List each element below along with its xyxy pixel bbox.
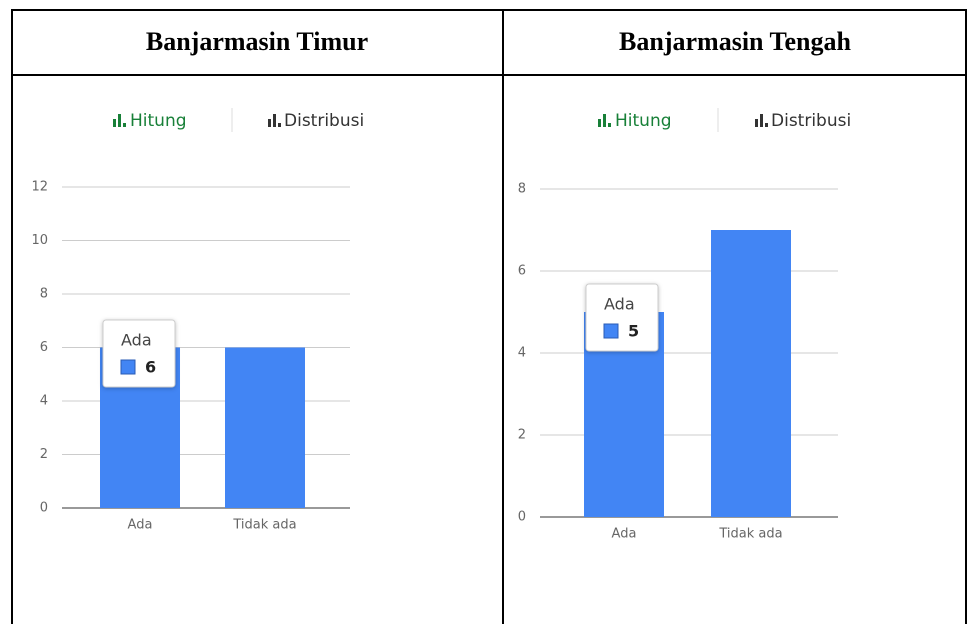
y-tick-label: 0 xyxy=(40,501,48,516)
tab-icon xyxy=(268,119,271,127)
x-tick-label: Tidak ada xyxy=(232,518,296,533)
tab-icon xyxy=(123,123,126,127)
tooltip-label: Ada xyxy=(604,295,635,314)
y-tick-label: 2 xyxy=(518,428,526,443)
tooltip-value: 5 xyxy=(628,322,639,341)
tooltip-swatch xyxy=(603,323,619,339)
table-border xyxy=(11,9,967,624)
x-tick-label: Ada xyxy=(128,518,153,533)
y-tick-label: 12 xyxy=(31,180,48,195)
tab-icon xyxy=(760,114,763,127)
y-tick-label: 2 xyxy=(40,447,48,462)
tab-icon xyxy=(755,119,758,127)
y-tick-label: 4 xyxy=(40,394,48,409)
x-tick-label: Tidak ada xyxy=(718,527,782,542)
tab-icon xyxy=(278,123,281,127)
tab-icon xyxy=(273,114,276,127)
y-tick-label: 6 xyxy=(518,264,526,279)
y-tick-label: 0 xyxy=(518,510,526,525)
bar xyxy=(711,230,791,517)
tab-icon xyxy=(598,119,601,127)
tab-icon xyxy=(603,114,606,127)
tab-icon xyxy=(608,123,611,127)
y-tick-label: 8 xyxy=(40,287,48,302)
tab: Distribusi xyxy=(771,111,851,131)
tab-icon xyxy=(765,123,768,127)
tab-icon xyxy=(113,119,116,127)
y-tick-label: 4 xyxy=(518,346,526,361)
y-tick-label: 8 xyxy=(518,182,526,197)
tab: Hitung xyxy=(615,111,672,131)
bar xyxy=(225,347,305,508)
y-tick-label: 10 xyxy=(31,233,48,248)
tooltip-label: Ada xyxy=(121,331,152,350)
tooltip-value: 6 xyxy=(145,358,156,377)
x-tick-label: Ada xyxy=(612,527,637,542)
tooltip-swatch xyxy=(120,359,136,375)
tab-icon xyxy=(118,114,121,127)
header: Banjarmasin Timur xyxy=(146,27,368,56)
header: Banjarmasin Tengah xyxy=(619,27,851,56)
tab: Distribusi xyxy=(284,111,364,131)
tab: Hitung xyxy=(130,111,187,131)
y-tick-label: 6 xyxy=(40,340,48,355)
